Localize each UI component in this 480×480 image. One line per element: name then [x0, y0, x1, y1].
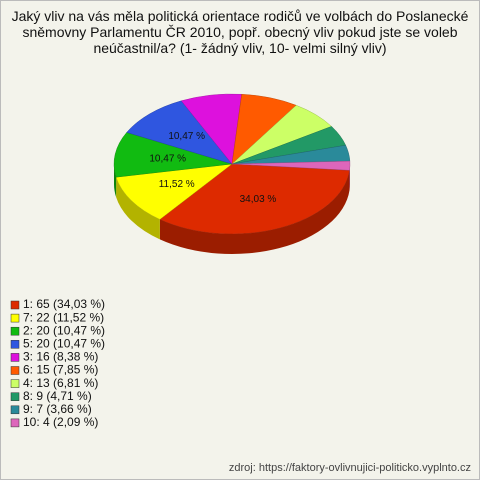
legend-swatch: [10, 379, 20, 388]
slice: [126, 100, 233, 165]
legend-label: 8: 9 (4,71 %): [23, 389, 92, 403]
data-label: 10,47 %: [168, 131, 205, 142]
legend-swatch: [10, 418, 20, 428]
legend-swatch: [10, 300, 20, 310]
slice-top: [115, 163, 233, 220]
slice-top: [159, 163, 350, 235]
legend-swatch: [10, 405, 20, 415]
slice: [231, 160, 351, 191]
slice-top: [126, 100, 233, 165]
chart-title: Jaký vliv na vás měla politická orientac…: [11, 8, 469, 56]
legend-label: 9: 7 (3,66 %): [23, 402, 92, 416]
legend-swatch: [10, 340, 20, 349]
legend-label: 4: 13 (6,81 %): [23, 376, 98, 390]
legend-swatch: [10, 366, 20, 375]
legend-label: 1: 65 (34,03 %): [23, 297, 105, 311]
legend-label: 5: 20 (10,47 %): [23, 336, 105, 350]
slice: [159, 163, 350, 255]
legend-label: 2: 20 (10,47 %): [23, 323, 105, 337]
slice-top: [113, 132, 233, 178]
legend-swatch: [10, 326, 20, 336]
data-label: 34,03 %: [240, 194, 277, 205]
slice-side: [159, 170, 350, 255]
slice: [115, 163, 233, 240]
legend-swatch: [10, 313, 20, 323]
data-label: 11,52 %: [159, 179, 195, 190]
legend-label: 7: 22 (11,52 %): [23, 310, 104, 324]
slice-top: [231, 160, 351, 171]
legend-label: 10: 4 (2,09 %): [23, 415, 98, 429]
source: zdroj: https://faktory-ovlivnujici-polit…: [229, 462, 471, 474]
legend-swatch: [10, 353, 20, 362]
legend-swatch: [10, 392, 20, 401]
legend-label: 3: 16 (8,38 %): [23, 350, 98, 364]
slice: [113, 132, 233, 198]
legend-label: 6: 15 (7,85 %): [23, 363, 98, 377]
data-label: 10,47 %: [149, 153, 186, 164]
slice-side: [116, 177, 160, 240]
slice-side: [114, 164, 117, 198]
